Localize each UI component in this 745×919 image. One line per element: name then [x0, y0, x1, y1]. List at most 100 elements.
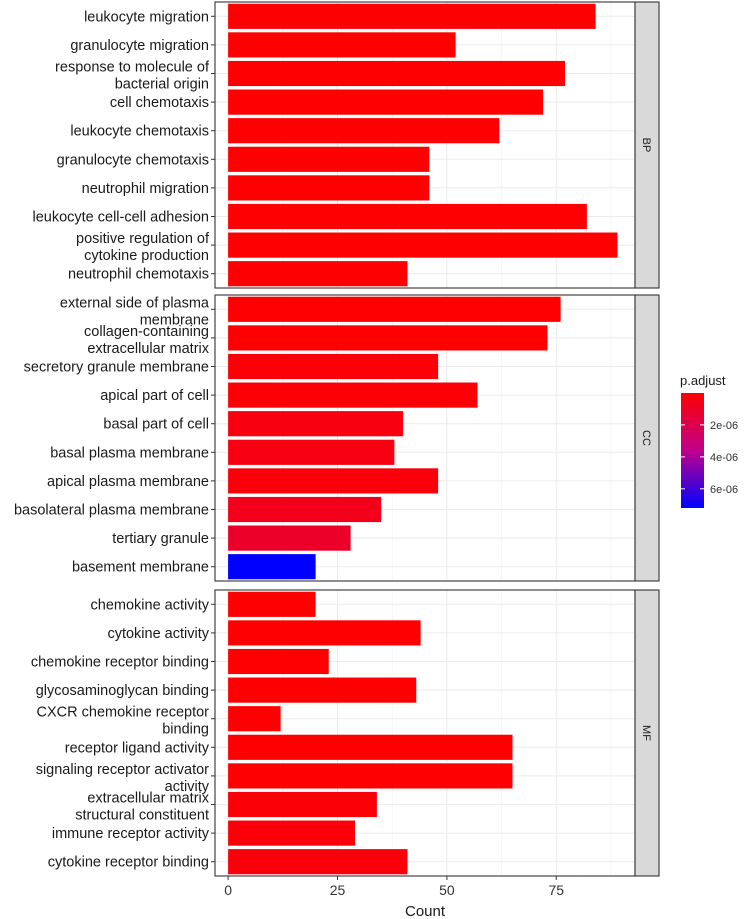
bar-chemokine-receptor-binding — [228, 648, 329, 675]
bar-glycosaminoglycan-binding — [228, 677, 417, 703]
category-label: external side of plasma membrane — [60, 295, 210, 328]
category-label-line: response to molecule of — [55, 60, 210, 76]
category-label-line: structural constituent — [75, 808, 209, 824]
bar-cxcr-chemokine-receptor-binding — [228, 706, 281, 732]
bar-leukocyte-cell-cell-adhesion — [228, 203, 587, 230]
bar-collagen-containing-extracellular-matrix — [228, 325, 548, 351]
facet-strip-label: BP — [640, 138, 652, 153]
watermark: 医学和生信笔记 — [568, 876, 715, 898]
legend-tick-label: 6e-06 — [710, 484, 738, 496]
facet-cc: external side of plasma membranecollagen-… — [14, 294, 660, 582]
bar-cell-chemotaxis — [228, 89, 544, 115]
category-label-line: positive regulation of — [76, 231, 210, 247]
category-label: granulocyte migration — [70, 38, 209, 54]
bar-extracellular-matrix-structural-constituent — [228, 791, 377, 818]
category-label: cytokine receptor binding — [48, 855, 209, 871]
facet-strip-label: MF — [640, 725, 652, 741]
category-label-line: activity — [165, 779, 210, 795]
x-tick-label: 25 — [330, 882, 346, 898]
bar-chemokine-activity — [228, 591, 316, 617]
legend-tick-label: 4e-06 — [710, 452, 738, 464]
category-label: response to molecule of bacterial origin — [55, 60, 210, 93]
bar-cytokine-receptor-binding — [228, 849, 408, 875]
legend-colorbar — [681, 393, 704, 508]
bar-leukocyte-migration — [228, 3, 596, 29]
category-label-line: extracellular matrix — [87, 791, 209, 807]
category-label: signaling receptor activator activity — [36, 762, 210, 795]
bar-leukocyte-chemotaxis — [228, 118, 500, 144]
category-label: neutrophil migration — [82, 181, 209, 197]
bar-secretory-granule-membrane — [228, 353, 439, 380]
category-label-line: signaling receptor activator — [36, 762, 209, 778]
bar-receptor-ligand-activity — [228, 734, 513, 760]
category-label: cell chemotaxis — [110, 95, 209, 111]
bar-basolateral-plasma-membrane — [228, 496, 382, 523]
category-label: leukocyte cell-cell adhesion — [32, 210, 209, 226]
category-label-line: external side of plasma — [60, 295, 210, 311]
wechat-icon — [568, 876, 594, 897]
legend-ticks: 2e-06 4e-06 6e-06 — [681, 420, 738, 496]
watermark-text: 医学和生信笔记 — [596, 878, 715, 898]
category-label: cytokine activity — [107, 626, 209, 642]
facet-strip — [634, 1, 660, 289]
bar-tertiary-granule — [228, 525, 351, 551]
x-axis: 0 25 50 75 — [224, 876, 564, 898]
category-label: leukocyte migration — [84, 9, 209, 25]
x-tick-label: 0 — [224, 882, 232, 898]
facet-mf: chemokine activity cytokine activity chemo… — [31, 589, 660, 877]
facet-strip — [634, 294, 660, 582]
bar-apical-part-of-cell — [228, 382, 478, 408]
legend-title: p.adjust — [680, 373, 726, 388]
bar-neutrophil-chemotaxis — [228, 261, 408, 287]
bar-apical-plasma-membrane — [228, 468, 439, 494]
legend-tick-label: 2e-06 — [710, 420, 738, 432]
bar-granulocyte-migration — [228, 32, 456, 58]
bar-cytokine-activity — [228, 620, 421, 646]
category-label: CXCR chemokine receptor binding — [37, 705, 210, 738]
category-label: tertiary granule — [112, 531, 209, 547]
category-label-line: cytokine production — [84, 248, 209, 264]
x-axis-title: Count — [405, 903, 446, 919]
bar-basal-plasma-membrane — [228, 439, 395, 465]
category-label: apical plasma membrane — [47, 474, 209, 490]
category-label: chemokine receptor binding — [31, 655, 209, 671]
facet-strip-label: CC — [640, 430, 652, 446]
category-label-line: binding — [162, 722, 209, 738]
bar-immune-receptor-activity — [228, 820, 355, 846]
category-label-line: extracellular matrix — [87, 341, 209, 357]
category-label: basal part of cell — [103, 417, 209, 433]
category-label: glycosaminoglycan binding — [36, 683, 209, 699]
category-label: extracellular matrix structural constitue… — [75, 791, 210, 824]
bar-signaling-receptor-activator-activity — [228, 763, 513, 789]
category-label: granulocyte chemotaxis — [57, 152, 209, 168]
category-label: basal plasma membrane — [50, 445, 209, 461]
category-label: positive regulation of cytokine productio… — [76, 231, 210, 264]
category-label-line: bacterial origin — [115, 77, 209, 93]
legend: p.adjust 2e-06 4e-06 6e-06 — [680, 373, 738, 508]
category-label: receptor ligand activity — [65, 740, 210, 756]
category-label: leukocyte chemotaxis — [70, 124, 209, 140]
facet-strip — [634, 589, 660, 877]
bar-granulocyte-chemotaxis — [228, 146, 430, 172]
bar-basal-part-of-cell — [228, 411, 404, 437]
bar-external-side-of-plasma-membrane — [228, 296, 561, 322]
bar-neutrophil-migration — [228, 175, 430, 201]
bar-basement-membrane — [228, 554, 316, 580]
category-label: secretory granule membrane — [24, 360, 209, 376]
x-tick-label: 75 — [548, 882, 564, 898]
bar-positive-regulation-of-cytokine-production — [228, 232, 618, 258]
category-label: collagen-containing extracellular matrix — [84, 324, 210, 357]
category-label: neutrophil chemotaxis — [68, 267, 209, 283]
category-label-line: CXCR chemokine receptor — [37, 705, 210, 721]
facet-panels: leukocyte migration granulocyte migration… — [14, 1, 660, 877]
category-label: apical part of cell — [100, 388, 209, 404]
bar-response-to-molecule-of-bacterial-origin — [228, 60, 565, 87]
category-label-line: collagen-containing — [84, 324, 209, 340]
category-label: chemokine activity — [91, 597, 210, 613]
category-label: basolateral plasma membrane — [14, 503, 209, 519]
facet-bp: leukocyte migration granulocyte migration… — [32, 1, 660, 289]
x-tick-label: 50 — [439, 882, 455, 898]
category-label-line: membrane — [140, 312, 209, 328]
category-label: basement membrane — [72, 560, 209, 576]
